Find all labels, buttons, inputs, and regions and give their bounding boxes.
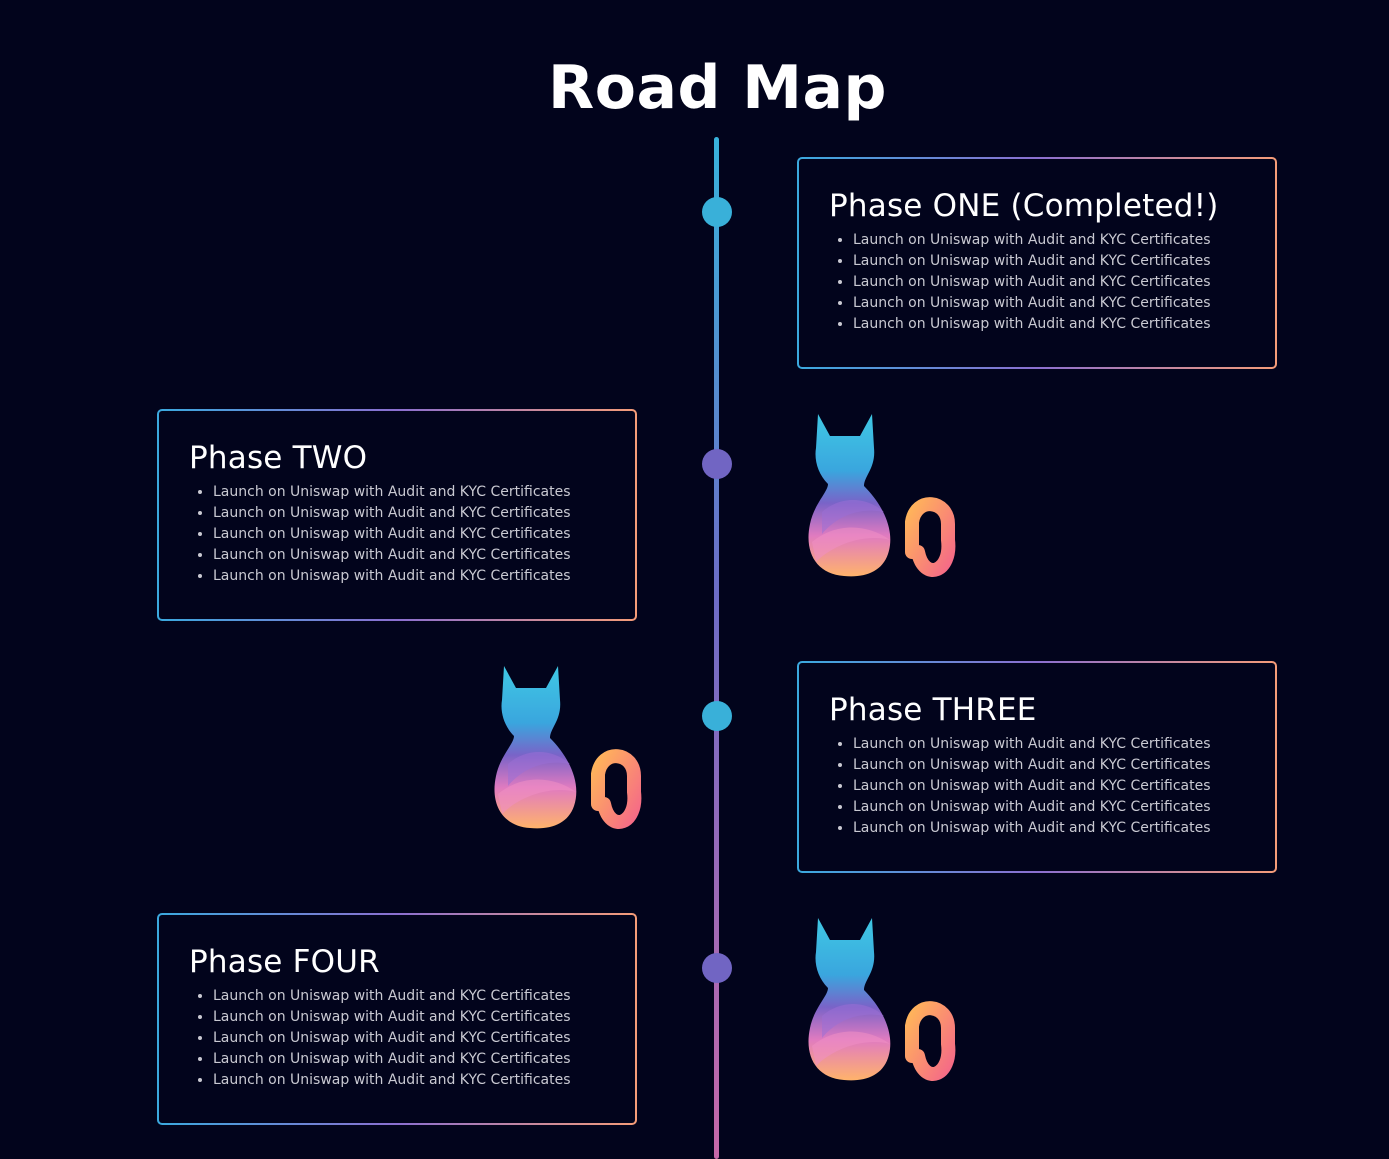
phase-card-four: Phase FOUR Launch on Uniswap with Audit … [157,913,637,1125]
phase-title: Phase TWO [189,440,368,476]
list-item: Launch on Uniswap with Audit and KYC Cer… [853,293,1245,314]
list-item: Launch on Uniswap with Audit and KYC Cer… [853,818,1245,839]
list-item: Launch on Uniswap with Audit and KYC Cer… [853,797,1245,818]
list-item: Launch on Uniswap with Audit and KYC Cer… [853,251,1245,272]
phase-list: Launch on Uniswap with Audit and KYC Cer… [189,482,605,587]
list-item: Launch on Uniswap with Audit and KYC Cer… [213,1070,605,1091]
milestone-dot-icon [702,701,732,731]
phase-title: Phase FOUR [189,944,380,980]
phase-title: Phase ONE (Completed!) [829,188,1219,224]
milestone-dot-icon [702,197,732,227]
phase-list: Launch on Uniswap with Audit and KYC Cer… [829,734,1245,839]
gradient-cat-icon [808,918,956,1081]
list-item: Launch on Uniswap with Audit and KYC Cer… [853,734,1245,755]
list-item: Launch on Uniswap with Audit and KYC Cer… [853,314,1245,335]
phase-card-three: Phase THREE Launch on Uniswap with Audit… [797,661,1277,873]
list-item: Launch on Uniswap with Audit and KYC Cer… [213,986,605,1007]
phase-title: Phase THREE [829,692,1037,728]
phase-card-two: Phase TWO Launch on Uniswap with Audit a… [157,409,637,621]
list-item: Launch on Uniswap with Audit and KYC Cer… [213,1028,605,1049]
page-title: Road Map [548,53,887,123]
gradient-cat-icon [494,666,642,829]
list-item: Launch on Uniswap with Audit and KYC Cer… [213,524,605,545]
list-item: Launch on Uniswap with Audit and KYC Cer… [213,1049,605,1070]
milestone-dot-icon [702,953,732,983]
list-item: Launch on Uniswap with Audit and KYC Cer… [853,272,1245,293]
list-item: Launch on Uniswap with Audit and KYC Cer… [213,1007,605,1028]
list-item: Launch on Uniswap with Audit and KYC Cer… [213,545,605,566]
phase-card-one: Phase ONE (Completed!) Launch on Uniswap… [797,157,1277,369]
list-item: Launch on Uniswap with Audit and KYC Cer… [853,230,1245,251]
list-item: Launch on Uniswap with Audit and KYC Cer… [213,503,605,524]
timeline-line [714,137,719,1159]
list-item: Launch on Uniswap with Audit and KYC Cer… [213,482,605,503]
gradient-cat-icon [808,414,956,577]
list-item: Launch on Uniswap with Audit and KYC Cer… [853,755,1245,776]
list-item: Launch on Uniswap with Audit and KYC Cer… [213,566,605,587]
milestone-dot-icon [702,449,732,479]
phase-list: Launch on Uniswap with Audit and KYC Cer… [189,986,605,1091]
phase-list: Launch on Uniswap with Audit and KYC Cer… [829,230,1245,335]
list-item: Launch on Uniswap with Audit and KYC Cer… [853,776,1245,797]
